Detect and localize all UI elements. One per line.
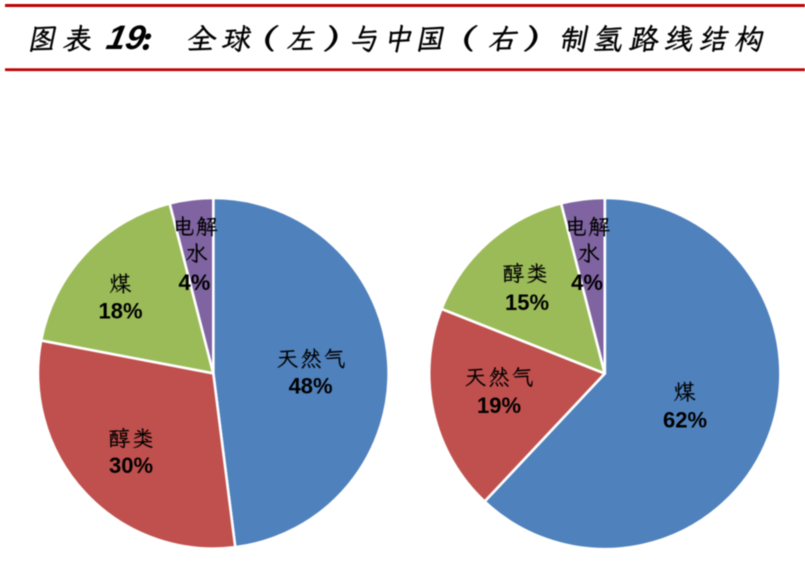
svg-text:4%: 4% <box>571 270 603 295</box>
svg-text:18%: 18% <box>98 298 142 323</box>
svg-text:19: 19 <box>103 19 148 57</box>
svg-text:19%: 19% <box>477 393 521 418</box>
svg-text:4%: 4% <box>179 270 211 295</box>
svg-text:30%: 30% <box>109 453 153 478</box>
svg-text:15%: 15% <box>505 290 549 315</box>
svg-text:48%: 48% <box>289 373 333 398</box>
svg-text:62%: 62% <box>663 408 707 433</box>
